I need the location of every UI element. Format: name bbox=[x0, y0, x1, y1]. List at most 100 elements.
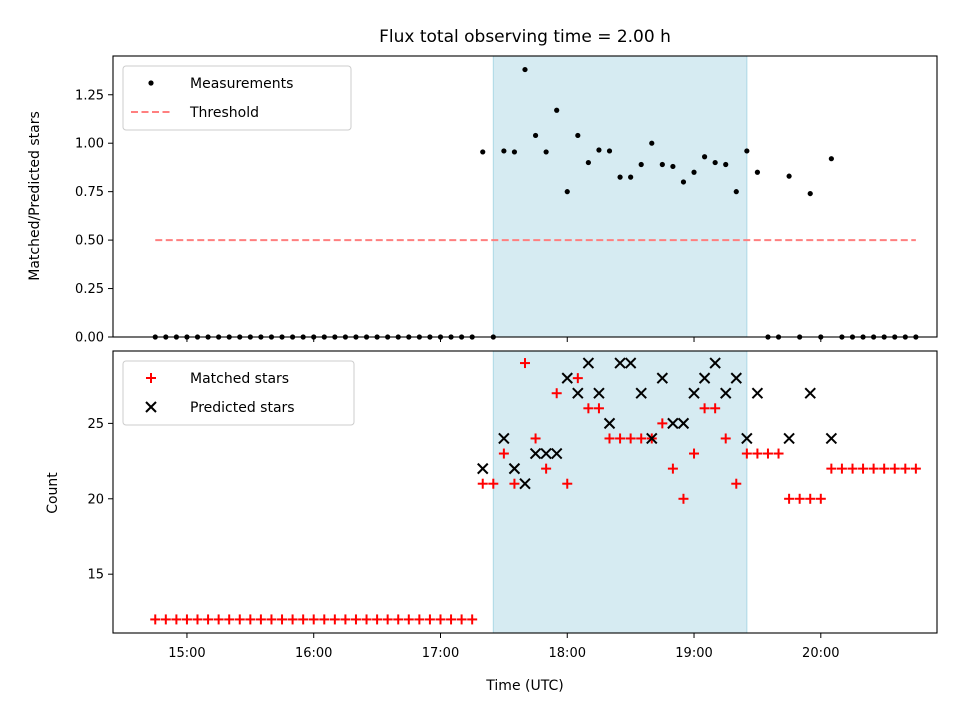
x-b bbox=[603, 417, 616, 430]
measurements-point bbox=[585, 159, 591, 166]
measurements-point bbox=[575, 132, 581, 139]
matched-stars-point bbox=[414, 614, 425, 625]
matched-stars-point bbox=[456, 614, 467, 625]
matched-stars-point bbox=[741, 448, 752, 459]
observing-window-span bbox=[492, 350, 748, 634]
matched-stars-point bbox=[604, 433, 615, 444]
matched-stars-point bbox=[245, 614, 256, 625]
x-tick-label: 19:00 bbox=[675, 646, 712, 661]
matched-stars-point bbox=[794, 493, 805, 504]
matched-stars-point bbox=[752, 448, 763, 459]
x-b bbox=[508, 462, 521, 475]
bottom-y-axis-label: Count bbox=[45, 472, 61, 514]
x-b bbox=[688, 387, 700, 399]
matched-stars-point bbox=[308, 614, 319, 625]
matched-stars-point bbox=[731, 478, 742, 489]
top-y-tick-label: 0.75 bbox=[75, 185, 104, 200]
measurements-point bbox=[628, 174, 634, 180]
matched-stars-point bbox=[773, 448, 784, 459]
observing-window-span bbox=[492, 55, 748, 338]
matched-stars-point bbox=[213, 614, 224, 625]
bottom-legend: Matched stars Predicted stars bbox=[122, 360, 355, 426]
matched-stars-point bbox=[266, 614, 277, 625]
predicted-stars-point bbox=[646, 432, 658, 445]
matched-stars-point bbox=[393, 614, 404, 625]
matched-stars-point bbox=[224, 614, 235, 625]
predicted-stars-point bbox=[741, 432, 753, 445]
matched-stars-point bbox=[879, 463, 890, 474]
legend-label: Predicted stars bbox=[190, 400, 295, 416]
top-y-tick-label: 1.00 bbox=[75, 137, 104, 152]
measurements-point bbox=[638, 161, 644, 168]
measurements-point bbox=[680, 179, 687, 185]
x-tick-label: 15:00 bbox=[168, 646, 205, 661]
predicted-stars-point bbox=[508, 462, 521, 475]
matched-stars-point bbox=[583, 403, 594, 414]
chart-title: Flux total observing time = 2.00 h bbox=[379, 27, 671, 47]
matched-stars-point bbox=[551, 388, 562, 399]
matched-stars-point bbox=[403, 614, 414, 625]
measurements-point bbox=[511, 149, 518, 155]
predicted-stars-point bbox=[603, 417, 616, 430]
measurements-point bbox=[617, 174, 623, 180]
bottom-axes-frame bbox=[112, 350, 938, 634]
measurements-point bbox=[480, 149, 486, 155]
measurements-point bbox=[522, 66, 528, 73]
legend-label: Threshold bbox=[189, 105, 259, 121]
predicted-stars-point bbox=[804, 387, 816, 399]
matched-stars-point bbox=[255, 614, 266, 625]
x-b bbox=[561, 372, 573, 384]
legend-box bbox=[122, 65, 352, 131]
predicted-stars-point bbox=[677, 417, 690, 430]
measurements-point bbox=[543, 149, 549, 155]
matched-stars-point bbox=[488, 478, 499, 489]
measurements-point bbox=[733, 189, 739, 195]
measurements-point bbox=[670, 163, 676, 170]
predicted-stars-point bbox=[477, 462, 489, 475]
matched-stars-point bbox=[234, 614, 245, 625]
matched-stars-point bbox=[636, 433, 647, 444]
matched-stars-point bbox=[836, 463, 847, 474]
top-panel: 0.00 0.25 0.50 0.75 1.00 1.25 Measurements Thre… bbox=[75, 55, 938, 346]
matched-stars-point bbox=[678, 493, 689, 504]
predicted-stars-point bbox=[698, 372, 711, 384]
matched-stars-point bbox=[477, 478, 488, 489]
matched-stars-point bbox=[435, 614, 446, 625]
measurements-point bbox=[807, 190, 813, 197]
predicted-stars-point bbox=[529, 447, 542, 460]
measurements-point bbox=[828, 156, 834, 162]
x-b bbox=[667, 417, 679, 430]
measurements-point bbox=[691, 169, 697, 175]
predicted-stars-point bbox=[783, 432, 795, 445]
matched-stars-point bbox=[562, 478, 573, 489]
x-b bbox=[741, 432, 753, 445]
matched-stars-point bbox=[847, 463, 858, 474]
matched-stars-point bbox=[530, 433, 541, 444]
matched-stars-point bbox=[900, 463, 911, 474]
measurements-point bbox=[554, 107, 560, 113]
legend-box bbox=[122, 360, 355, 426]
matched-stars-point bbox=[615, 433, 626, 444]
measurements-point bbox=[786, 173, 792, 179]
matched-stars-point bbox=[171, 614, 182, 625]
x-tick-label: 18:00 bbox=[549, 646, 586, 661]
matched-stars-point bbox=[889, 463, 900, 474]
matched-stars-point bbox=[160, 614, 171, 625]
top-y-tick-label: 0.00 bbox=[75, 331, 104, 346]
predicted-stars-point bbox=[572, 387, 584, 399]
x-b bbox=[550, 447, 563, 460]
x-b bbox=[804, 387, 816, 399]
matched-stars-point bbox=[657, 418, 668, 429]
matched-stars-point bbox=[509, 478, 520, 489]
predicted-stars-point bbox=[582, 357, 595, 369]
x-axis-label: Time (UTC) bbox=[485, 678, 563, 694]
measurements-point bbox=[744, 148, 750, 154]
matched-stars-point bbox=[446, 614, 457, 625]
x-tick-label: 16:00 bbox=[295, 646, 332, 661]
matched-stars-point bbox=[710, 403, 721, 414]
x-b bbox=[698, 372, 711, 384]
x-b bbox=[720, 387, 732, 399]
predicted-stars-point bbox=[688, 387, 700, 399]
matched-stars-point bbox=[277, 614, 288, 625]
x-b bbox=[751, 387, 764, 399]
